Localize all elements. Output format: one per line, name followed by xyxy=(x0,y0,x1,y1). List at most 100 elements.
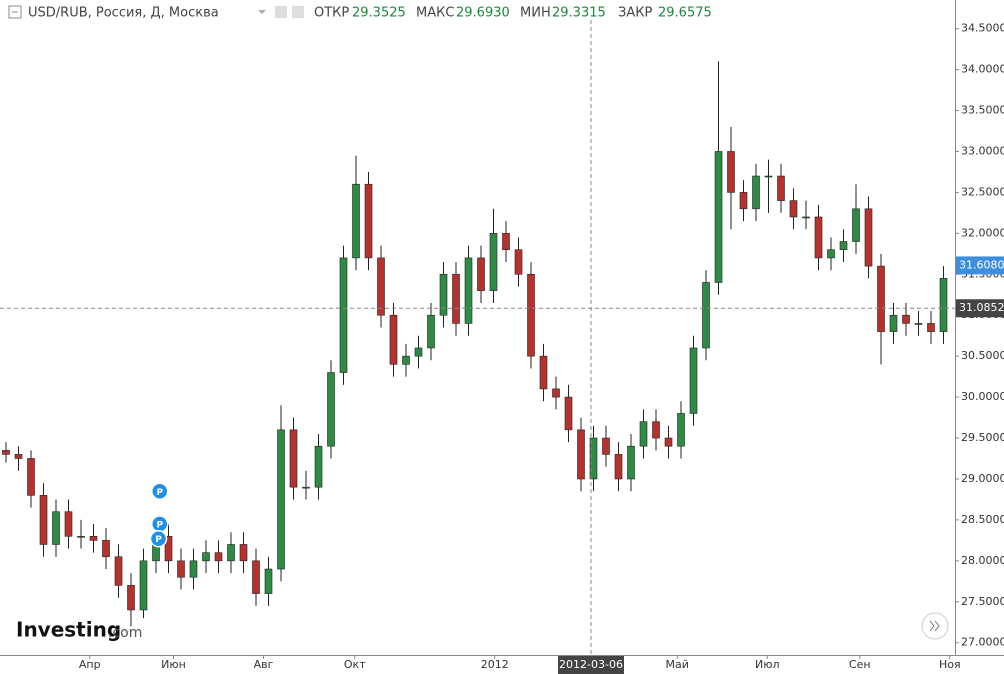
candle-body xyxy=(389,314,398,365)
candle-body xyxy=(652,421,660,439)
scroll-arrows xyxy=(929,620,940,632)
candle-body xyxy=(427,314,435,349)
candle-body xyxy=(764,175,773,178)
crosshair-y-box xyxy=(956,299,1004,318)
candle-body xyxy=(827,249,835,259)
candle-body xyxy=(902,314,910,324)
event-label: P xyxy=(156,488,163,498)
y-tick-label: 29.5000 xyxy=(961,431,1004,444)
candle-body xyxy=(14,454,23,459)
collapse-icon[interactable] xyxy=(8,5,22,19)
candle-body xyxy=(589,437,598,480)
event-marker xyxy=(149,529,168,548)
candle-body xyxy=(289,429,298,488)
candle-body xyxy=(514,249,523,275)
candle-body xyxy=(77,535,85,538)
candle-body xyxy=(89,535,98,541)
candle-body xyxy=(527,273,535,357)
ohlc-value: 29.3525 xyxy=(352,6,406,21)
candle-body xyxy=(777,175,785,201)
candle-body xyxy=(402,355,410,365)
candle-body xyxy=(627,445,635,480)
ohlc-value: 29.3315 xyxy=(552,6,606,21)
candle-body xyxy=(539,355,548,390)
crosshair-x-label: 2012-03-06 xyxy=(559,658,623,671)
ohlc-label: ОТКР xyxy=(314,6,349,21)
candle-body xyxy=(414,347,423,357)
candle-body xyxy=(939,278,948,332)
candle-body xyxy=(789,200,798,218)
candle-body xyxy=(214,552,223,562)
x-tick-label: Сен xyxy=(849,658,871,671)
candle-body xyxy=(702,282,710,349)
x-tick-label: Июн xyxy=(161,658,186,671)
candle-body xyxy=(739,192,748,210)
candle-body xyxy=(277,429,285,570)
candle-body xyxy=(302,486,310,489)
candle-body xyxy=(327,372,335,447)
y-tick-label: 30.5000 xyxy=(961,349,1004,362)
chart-title: USD/RUB, Россия, Д, Москва xyxy=(28,6,219,21)
event-marker xyxy=(151,482,169,500)
candle-body xyxy=(314,445,323,488)
y-tick-label: 32.0000 xyxy=(961,226,1004,239)
candle-body xyxy=(564,396,573,431)
candle-body xyxy=(2,450,10,455)
y-tick-label: 34.0000 xyxy=(961,63,1004,76)
event-label: P xyxy=(155,535,162,545)
ohlc-label: ЗАКР xyxy=(618,6,652,21)
logo-suffix: .com xyxy=(108,625,142,641)
candle-body xyxy=(339,257,348,373)
y-tick-label: 30.0000 xyxy=(961,390,1004,403)
candle-body xyxy=(227,544,235,562)
scroll-button[interactable] xyxy=(921,612,949,640)
candle-body xyxy=(464,257,473,324)
candle-body xyxy=(877,265,885,332)
candle-body xyxy=(577,429,585,480)
candle-body xyxy=(264,568,273,594)
candle-body xyxy=(164,535,173,562)
candle-body xyxy=(364,183,373,259)
candle-body xyxy=(664,437,673,447)
candle-body xyxy=(752,175,760,210)
y-tick-label: 27.0000 xyxy=(961,636,1004,649)
x-tick-label: Июл xyxy=(755,658,780,671)
candle-body xyxy=(189,560,198,578)
candle-body xyxy=(239,544,248,562)
candle-body xyxy=(602,437,610,455)
ohlc-label: МАКС xyxy=(416,6,454,21)
candle-body xyxy=(102,540,110,558)
candle-body xyxy=(677,413,685,447)
candle-body xyxy=(852,208,860,242)
ohlc-value: 29.6575 xyxy=(658,6,712,21)
y-tick-label: 28.5000 xyxy=(961,513,1004,526)
candle-body xyxy=(377,257,385,316)
candle-body xyxy=(114,556,123,586)
candle-body xyxy=(889,314,898,332)
candle-body xyxy=(502,233,510,251)
dropdown-icon[interactable] xyxy=(258,10,266,14)
y-tick-label: 33.0000 xyxy=(961,144,1004,157)
candle-body xyxy=(177,560,185,578)
close-icon[interactable] xyxy=(292,6,304,18)
y-tick-label: 27.5000 xyxy=(961,595,1004,608)
candle-body xyxy=(252,560,260,594)
candle-body xyxy=(352,183,360,259)
settings-icon[interactable] xyxy=(275,6,287,18)
x-tick-label: Окт xyxy=(344,658,366,671)
candle-body xyxy=(39,495,48,545)
candle-body xyxy=(914,323,923,325)
last-price-label: 31.6080 xyxy=(959,258,1004,271)
x-tick-label: Май xyxy=(666,658,689,671)
candle-body xyxy=(202,552,210,562)
candle-body xyxy=(714,151,723,283)
candle-body xyxy=(727,151,735,193)
last-price-box xyxy=(956,256,1004,275)
x-tick-label: Апр xyxy=(79,658,101,671)
candle-body xyxy=(489,233,498,291)
y-tick-label: 34.5000 xyxy=(961,22,1004,35)
candle-body xyxy=(52,511,60,545)
candle-body xyxy=(802,216,810,219)
ohlc-value: 29.6930 xyxy=(456,6,510,21)
